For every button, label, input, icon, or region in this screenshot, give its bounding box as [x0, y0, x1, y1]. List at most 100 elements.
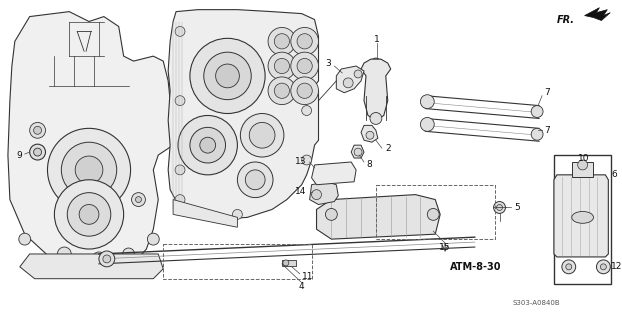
- Circle shape: [274, 34, 289, 49]
- Circle shape: [578, 160, 588, 170]
- Text: 7: 7: [544, 126, 550, 135]
- Circle shape: [297, 34, 312, 49]
- Circle shape: [427, 208, 439, 220]
- Circle shape: [297, 59, 312, 74]
- Circle shape: [240, 114, 284, 157]
- Text: FR.: FR.: [557, 14, 575, 25]
- Circle shape: [291, 52, 318, 80]
- Circle shape: [531, 106, 543, 117]
- Circle shape: [54, 180, 124, 249]
- Circle shape: [596, 260, 610, 274]
- Text: 7: 7: [544, 88, 550, 97]
- Circle shape: [62, 142, 117, 197]
- Circle shape: [200, 137, 216, 153]
- Text: ATM-8-30: ATM-8-30: [450, 262, 501, 272]
- Circle shape: [178, 116, 238, 175]
- Text: 1: 1: [374, 35, 380, 44]
- Polygon shape: [310, 182, 338, 204]
- Circle shape: [99, 251, 114, 267]
- Text: 14: 14: [295, 187, 307, 196]
- Bar: [572, 162, 593, 177]
- Text: 8: 8: [366, 160, 372, 170]
- Polygon shape: [361, 125, 378, 142]
- Text: 10: 10: [578, 154, 590, 163]
- Circle shape: [79, 204, 99, 224]
- Circle shape: [175, 96, 185, 106]
- Text: 5: 5: [514, 203, 520, 212]
- Text: 12: 12: [611, 262, 622, 271]
- Circle shape: [204, 52, 251, 100]
- Circle shape: [75, 156, 103, 184]
- Circle shape: [283, 260, 289, 266]
- Circle shape: [103, 255, 111, 263]
- Circle shape: [147, 233, 159, 245]
- Text: 15: 15: [439, 243, 451, 252]
- Circle shape: [600, 264, 606, 270]
- Polygon shape: [20, 254, 163, 279]
- Circle shape: [238, 162, 273, 197]
- Circle shape: [268, 52, 295, 80]
- Circle shape: [531, 128, 543, 140]
- Polygon shape: [337, 66, 364, 93]
- Circle shape: [30, 144, 45, 160]
- Circle shape: [57, 247, 72, 261]
- Polygon shape: [173, 200, 238, 227]
- Polygon shape: [554, 175, 608, 257]
- Circle shape: [302, 106, 312, 116]
- Circle shape: [291, 77, 318, 105]
- Circle shape: [291, 28, 318, 55]
- Circle shape: [123, 248, 134, 260]
- Circle shape: [343, 78, 353, 88]
- Circle shape: [274, 83, 289, 98]
- Text: 13: 13: [295, 157, 307, 166]
- Circle shape: [274, 59, 289, 74]
- Text: 11: 11: [302, 272, 313, 281]
- Circle shape: [268, 28, 295, 55]
- Circle shape: [494, 202, 506, 213]
- Circle shape: [175, 165, 185, 175]
- Circle shape: [420, 117, 434, 131]
- Polygon shape: [351, 145, 364, 158]
- Circle shape: [566, 264, 572, 270]
- Circle shape: [132, 193, 146, 206]
- Circle shape: [216, 64, 239, 88]
- Bar: [554, 155, 611, 284]
- Polygon shape: [317, 195, 440, 239]
- Polygon shape: [585, 8, 610, 20]
- Text: 6: 6: [611, 170, 617, 179]
- Bar: [282, 260, 295, 266]
- Circle shape: [420, 95, 434, 108]
- Text: 4: 4: [299, 282, 305, 291]
- Circle shape: [47, 128, 131, 212]
- Circle shape: [136, 196, 141, 203]
- Circle shape: [190, 38, 265, 114]
- Polygon shape: [361, 59, 391, 120]
- Circle shape: [30, 123, 45, 138]
- Bar: [376, 185, 494, 239]
- Circle shape: [92, 252, 106, 266]
- Circle shape: [325, 208, 337, 220]
- Circle shape: [233, 210, 243, 219]
- Text: 2: 2: [386, 144, 391, 153]
- Circle shape: [354, 70, 362, 78]
- Polygon shape: [168, 10, 318, 219]
- Circle shape: [19, 233, 30, 245]
- Circle shape: [245, 170, 265, 190]
- Text: S303-A0840B: S303-A0840B: [513, 300, 560, 307]
- Circle shape: [268, 77, 295, 105]
- Text: 9: 9: [16, 150, 22, 160]
- Circle shape: [302, 155, 312, 165]
- Circle shape: [249, 123, 275, 148]
- Circle shape: [190, 127, 226, 163]
- Circle shape: [366, 131, 374, 139]
- Circle shape: [175, 195, 185, 204]
- Text: 3: 3: [326, 59, 332, 68]
- Circle shape: [175, 27, 185, 36]
- Circle shape: [34, 126, 42, 134]
- Polygon shape: [8, 12, 173, 274]
- Circle shape: [370, 113, 382, 124]
- Circle shape: [312, 190, 322, 200]
- Circle shape: [67, 193, 111, 236]
- Circle shape: [371, 58, 381, 68]
- Bar: [163, 244, 312, 279]
